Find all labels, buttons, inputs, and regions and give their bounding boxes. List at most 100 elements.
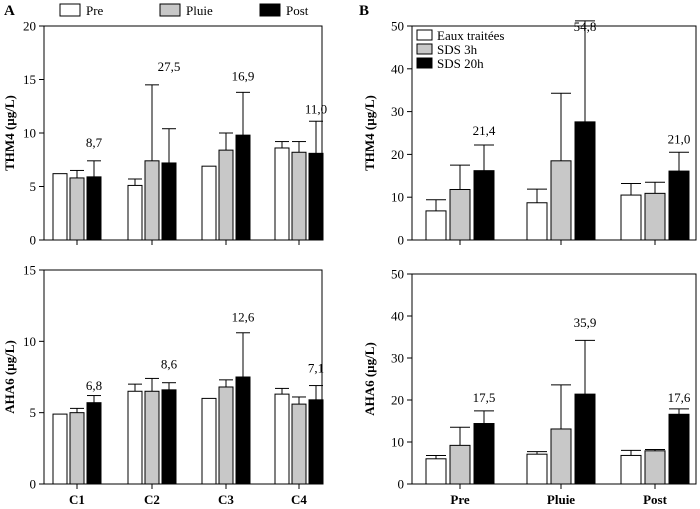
y-tick-label: 20 xyxy=(23,19,36,34)
data-label: 54,8 xyxy=(574,19,597,34)
bar-post-c2 xyxy=(161,162,177,241)
data-label: 21,4 xyxy=(473,123,496,138)
legend-swatch xyxy=(416,57,433,69)
bar-post-c1 xyxy=(86,176,102,241)
legend-swatch xyxy=(416,43,433,55)
y-tick-label: 5 xyxy=(30,179,37,194)
bar-pluie-c3 xyxy=(218,386,234,485)
data-label: 8,6 xyxy=(161,356,178,371)
bar-pre-c4 xyxy=(274,147,290,241)
data-label: 17,5 xyxy=(473,390,496,405)
bar-sds-3h-post xyxy=(644,192,666,241)
panel-letter-a: A xyxy=(4,3,15,19)
x-tick-label: C4 xyxy=(291,492,307,507)
y-tick-label: 50 xyxy=(391,19,404,34)
bar-pluie-c4 xyxy=(291,151,307,241)
legend-entry: Pluie xyxy=(186,3,213,18)
chart-3: 0 10 20 30 40 50 THM4 (µg/L) 21,4 54,8 21,0 xyxy=(362,19,697,248)
y-tick-label: 20 xyxy=(391,393,404,408)
bar-eaux-trait-es-pre xyxy=(425,210,447,241)
bar-sds-20h-pluie xyxy=(574,121,596,241)
chart-1: 0 5 10 15 20 THM4 (µg/L) 8,7 27,5 16,9 11,0 xyxy=(2,19,327,248)
bar-sds-20h-pre xyxy=(473,423,495,485)
y-tick-label: 40 xyxy=(391,61,404,76)
y-tick-label: 10 xyxy=(391,435,404,450)
bar-eaux-trait-es-post xyxy=(620,194,642,241)
y-axis-label: THM4 (µg/L) xyxy=(362,95,377,171)
bar-sds-3h-pre xyxy=(449,188,471,241)
bar-pluie-c1 xyxy=(69,412,85,485)
data-label: 21,0 xyxy=(668,132,691,147)
bar-pluie-c4 xyxy=(291,403,307,485)
bar-post-c2 xyxy=(161,389,177,485)
y-axis-label: AHA6 (µg/L) xyxy=(362,342,377,416)
bar-pre-c2 xyxy=(127,390,143,485)
bar-sds-3h-pre xyxy=(449,444,471,485)
data-label: 6,8 xyxy=(86,378,102,393)
x-tick-label: Pre xyxy=(450,492,469,507)
bar-pluie-c3 xyxy=(218,149,234,241)
y-tick-label: 50 xyxy=(391,267,404,282)
bar-sds-20h-post xyxy=(668,170,690,241)
y-axis-label: AHA6 (µg/L) xyxy=(2,340,17,414)
bar-post-c3 xyxy=(235,376,251,485)
legend-swatch xyxy=(159,3,181,17)
y-tick-label: 30 xyxy=(391,351,404,366)
bar-post-c3 xyxy=(235,134,251,241)
legend-entry: SDS 20h xyxy=(437,56,484,71)
y-tick-label: 15 xyxy=(23,72,36,87)
y-tick-label: 5 xyxy=(30,405,37,420)
bar-sds-3h-post xyxy=(644,450,666,485)
bar-post-c4 xyxy=(308,152,324,241)
x-tick-label: C3 xyxy=(218,492,234,507)
legend-a: Pre Pluie Post xyxy=(59,3,309,18)
bar-pre-c4 xyxy=(274,393,290,485)
data-label: 11,0 xyxy=(305,102,327,117)
legend-entry: SDS 3h xyxy=(437,42,478,57)
x-tick-label: C1 xyxy=(69,492,85,507)
bar-pluie-c2 xyxy=(144,160,160,241)
data-label: 8,7 xyxy=(86,135,103,150)
legend-entry: Post xyxy=(286,3,309,18)
x-tick-label: Pluie xyxy=(547,492,575,507)
bar-pre-c2 xyxy=(127,184,143,241)
x-tick-label: C2 xyxy=(144,492,160,507)
plot-frame xyxy=(43,269,323,485)
bar-pluie-c1 xyxy=(69,177,85,241)
y-axis-label: THM4 (µg/L) xyxy=(2,95,17,171)
data-label: 17,6 xyxy=(668,390,691,405)
panel-letter-b: B xyxy=(359,3,369,19)
bar-sds-20h-pre xyxy=(473,170,495,241)
y-tick-label: 0 xyxy=(30,233,37,248)
data-label: 7,1 xyxy=(308,361,324,376)
y-tick-label: 20 xyxy=(391,147,404,162)
x-tick-label: Post xyxy=(643,492,668,507)
chart-4: 0 10 20 30 40 50 AHA6 (µg/L) Pre Pluie Post 17,5 35… xyxy=(362,267,697,507)
legend-swatch xyxy=(416,29,433,41)
y-tick-label: 0 xyxy=(30,477,37,492)
bar-post-c1 xyxy=(86,402,102,485)
y-tick-label: 10 xyxy=(391,190,404,205)
legend-entry: Pre xyxy=(86,3,104,18)
bar-pre-c1 xyxy=(52,173,68,241)
legend-swatch xyxy=(259,3,281,17)
y-tick-label: 0 xyxy=(398,233,405,248)
y-tick-label: 10 xyxy=(23,334,36,349)
legend-entry: Eaux traitées xyxy=(437,28,505,43)
data-label: 35,9 xyxy=(574,315,597,330)
bar-pre-c3 xyxy=(201,397,217,485)
y-tick-label: 30 xyxy=(391,104,404,119)
data-label: 12,6 xyxy=(232,309,255,324)
bar-eaux-trait-es-post xyxy=(620,454,642,485)
charts-layer: 0 5 10 15 20 THM4 (µg/L) 8,7 27,5 16,9 11,0 0 5 10 15… xyxy=(2,3,697,507)
data-label: 16,9 xyxy=(232,69,255,84)
legend-swatch xyxy=(59,3,81,17)
bar-eaux-trait-es-pre xyxy=(425,458,447,485)
bar-eaux-trait-es-pluie xyxy=(526,453,548,485)
bar-sds-20h-pluie xyxy=(574,393,596,485)
bar-sds-20h-post xyxy=(668,413,690,485)
y-tick-label: 10 xyxy=(23,126,36,141)
bar-sds-3h-pluie xyxy=(550,428,572,485)
